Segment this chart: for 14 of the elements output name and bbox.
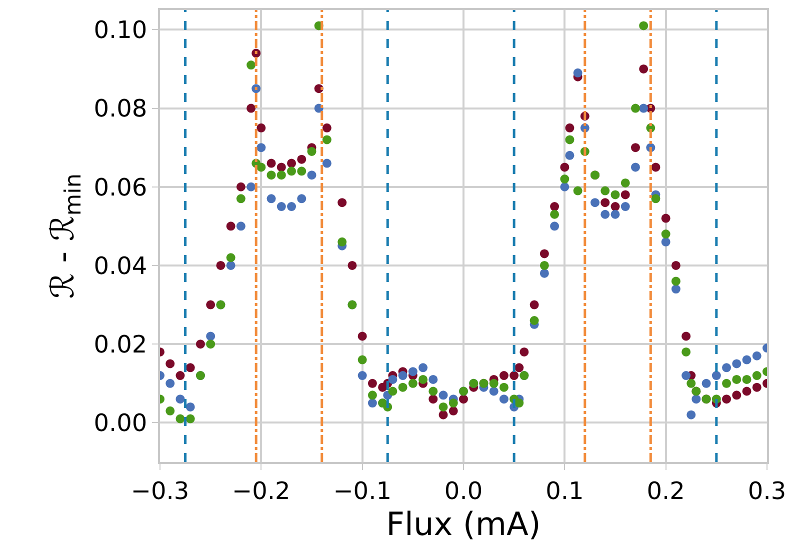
y-tick-label: 0.06 [94,173,148,202]
y-tick-label: 0.04 [94,252,148,280]
x-tick-label: 0.0 [444,476,483,505]
y-tick-label: 0.08 [94,94,148,123]
y-tick-label: 0.00 [94,409,148,438]
x-tick-label: 0.1 [546,476,584,505]
x-tick-label: −0.2 [232,476,290,505]
x-tick-label: −0.3 [130,476,190,505]
y-tick-label: 0.02 [94,330,148,358]
x-tick-label: −0.1 [333,476,392,505]
x-axis-title: Flux (mA) [386,504,541,543]
y-tick-label: 0.10 [94,16,148,44]
x-tick-label: 0.2 [646,476,685,505]
x-tick-label: 0.3 [748,476,786,505]
